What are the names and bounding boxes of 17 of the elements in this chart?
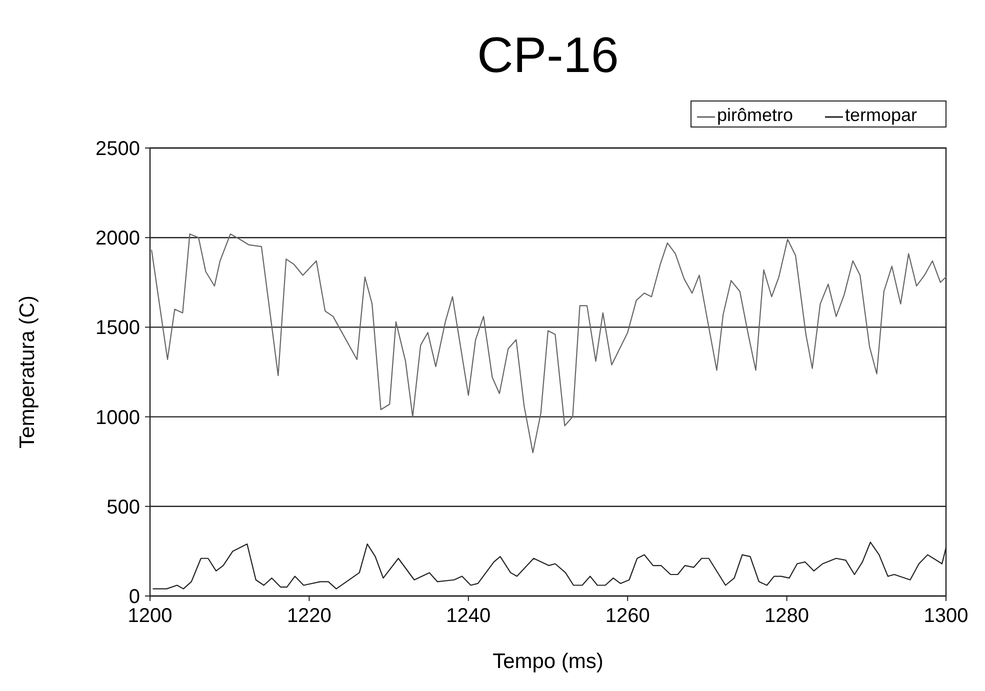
x-tick-label: 1240: [446, 605, 491, 627]
y-tick-label: 0: [128, 586, 140, 608]
x-tick-label: 1200: [128, 605, 172, 627]
y-tick-label: 2000: [96, 228, 140, 250]
legend-label: pirômetro: [717, 105, 794, 125]
x-tick-label: 1220: [286, 605, 332, 627]
x-tick-label: 1280: [764, 605, 810, 627]
y-tick-label: 2500: [96, 138, 140, 160]
x-axis-title: Tempo (ms): [492, 650, 604, 673]
y-tick-label: 1500: [96, 317, 140, 340]
x-tick-label: 1260: [605, 605, 650, 627]
x-tick-label: 1300: [924, 605, 968, 627]
legend-label: termopar: [845, 105, 918, 125]
chart-title: CP-16: [477, 27, 619, 83]
y-tick-label: 1000: [96, 406, 140, 429]
y-axis-title: Temperatura (C): [16, 296, 39, 448]
y-tick-label: 500: [106, 496, 140, 518]
